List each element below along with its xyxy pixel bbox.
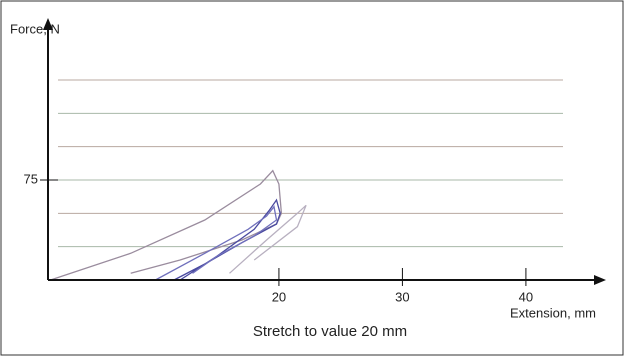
page: {"chart_data": {"type": "line", "y_label… (0, 0, 624, 356)
x-tick-label: 20 (272, 289, 286, 304)
x-axis-arrow (594, 275, 606, 285)
force-curve (155, 207, 276, 280)
caption: Stretch to value 20 mm (253, 323, 407, 340)
x-tick-label: 30 (395, 289, 409, 304)
x-tick-label: 40 (519, 289, 533, 304)
force-curve (174, 200, 280, 280)
x-axis-label: Extension, mm (510, 305, 596, 320)
force-curve (51, 171, 282, 280)
chart: Force, N Extension, mm Stretch to value … (0, 0, 624, 356)
y-tick-label: 75 (24, 171, 38, 186)
